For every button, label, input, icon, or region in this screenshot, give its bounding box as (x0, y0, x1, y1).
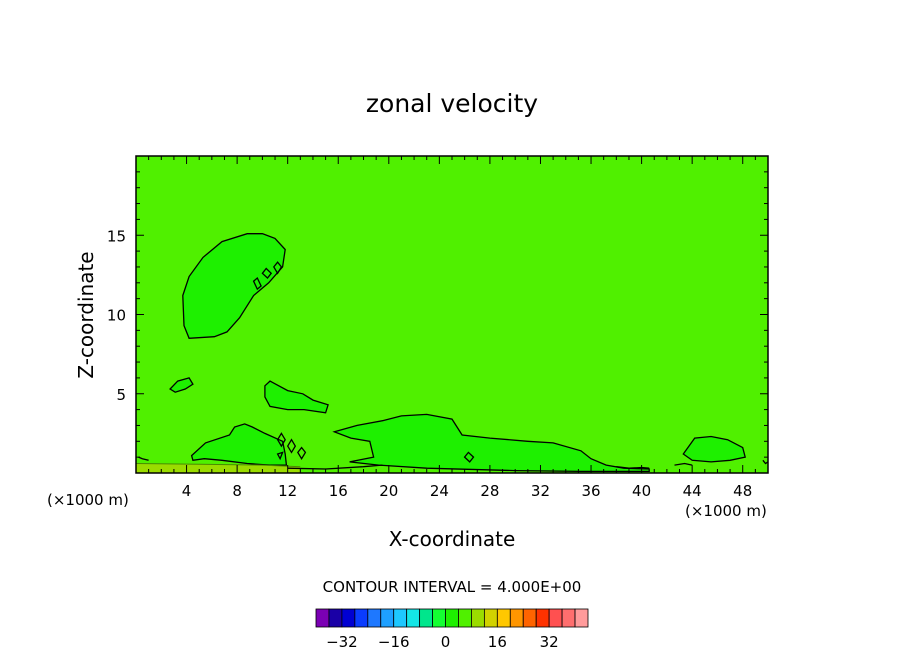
x-tick-label: 40 (632, 482, 651, 500)
plot-area (135, 155, 769, 474)
colorbar-swatch (315, 608, 330, 628)
contour-line-12 (762, 459, 769, 465)
contour-line-13 (135, 463, 301, 468)
contour-line-9 (287, 464, 383, 470)
y-tick-label: 5 (116, 386, 126, 404)
colorbar-tick-label: −32 (326, 633, 358, 651)
colorbar-swatch (432, 608, 446, 628)
contour-interval-label: CONTOUR INTERVAL = 4.000E+00 (323, 578, 582, 596)
contour-region-3 (191, 423, 287, 466)
x-axis-unit-right: (×1000 m) (685, 502, 767, 520)
contour-line-10 (616, 466, 650, 469)
colorbar-swatch (548, 608, 563, 628)
colorbar-swatch (380, 608, 395, 628)
contour-line-zero-0 (182, 233, 286, 339)
x-tick-label: 28 (480, 482, 499, 500)
contour-line-zero-4 (332, 413, 650, 473)
colorbar-tick-label: 16 (488, 633, 507, 651)
colorbar-swatch (367, 608, 382, 628)
colorbar-tick-label: 0 (441, 633, 451, 651)
colorbar-tick-label: −16 (378, 633, 410, 651)
colorbar-swatch (561, 608, 576, 628)
colorbar-swatch (509, 608, 524, 628)
contour-line-zero-3 (190, 423, 288, 466)
contour-region-4 (334, 414, 650, 472)
x-axis: 4 8 12 16 20 24 28 32 36 40 44 48 (148, 156, 756, 500)
contour-region-0 (182, 233, 286, 339)
contour-line-3 (273, 261, 283, 275)
y-tick-label: 15 (107, 227, 126, 245)
contour-lines (135, 233, 769, 473)
colorbar-swatch (393, 608, 408, 628)
y-axis: 5 10 15 (107, 171, 768, 458)
x-axis-label: X-coordinate (389, 527, 516, 551)
colorbar-legend: −32 −16 0 16 32 (315, 608, 589, 651)
colorbar-swatch (419, 608, 433, 628)
y-tick-label: 10 (107, 307, 126, 325)
colorbar-swatch (471, 608, 485, 628)
colorbar-swatch (522, 608, 537, 628)
x-tick-label: 36 (581, 482, 600, 500)
y-axis-label: Z-coordinate (74, 251, 98, 378)
contour-line-11 (674, 462, 693, 466)
contour-region-2 (264, 381, 329, 413)
contour-region-1 (170, 377, 193, 393)
x-tick-label: 44 (683, 482, 702, 500)
x-tick-label: 8 (232, 482, 242, 500)
colorbar-swatch (406, 608, 421, 628)
x-tick-label: 20 (379, 482, 398, 500)
colorbar-swatch (574, 608, 589, 628)
contour-regions (136, 233, 746, 473)
x-tick-label: 48 (733, 482, 752, 500)
x-tick-label: 32 (531, 482, 550, 500)
x-tick-label: 12 (278, 482, 297, 500)
x-axis-unit-left: (×1000 m) (47, 491, 129, 509)
contour-line-2 (261, 267, 273, 279)
contour-line-7 (463, 451, 475, 463)
colorbar-swatch (328, 608, 343, 628)
colorbar-swatch (535, 608, 550, 628)
contour-line-zero-1 (169, 377, 194, 393)
contour-line-zero-5 (682, 435, 747, 463)
contour-line-8 (276, 451, 284, 461)
contour-line-6 (297, 446, 307, 460)
contour-region-5 (683, 436, 746, 462)
colorbar-swatch (354, 608, 369, 628)
colorbar-swatch (445, 608, 459, 628)
colorbar-swatch (496, 608, 511, 628)
colorbar-swatch (458, 608, 472, 628)
x-tick-label: 4 (182, 482, 192, 500)
colorbar-tick-label: 32 (540, 633, 559, 651)
contour-region-6 (136, 463, 301, 473)
colorbar-swatch (483, 608, 498, 628)
chart-title: zonal velocity (366, 89, 538, 118)
x-tick-label: 16 (329, 482, 348, 500)
contour-line-5 (286, 438, 297, 454)
x-tick-label: 24 (430, 482, 449, 500)
colorbar-swatch (341, 608, 356, 628)
contour-line-4 (276, 432, 286, 448)
contour-line-zero-2 (264, 380, 329, 414)
contour-line-1 (252, 276, 262, 291)
